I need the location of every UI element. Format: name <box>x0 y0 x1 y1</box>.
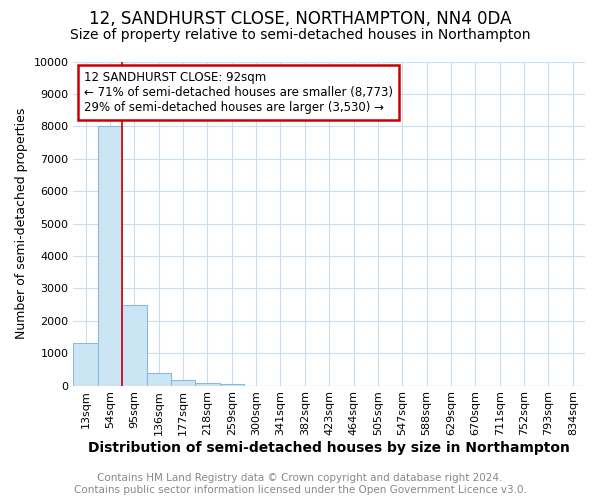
Bar <box>195 383 220 386</box>
Bar <box>73 344 98 386</box>
Y-axis label: Number of semi-detached properties: Number of semi-detached properties <box>15 108 28 339</box>
Text: 12, SANDHURST CLOSE, NORTHAMPTON, NN4 0DA: 12, SANDHURST CLOSE, NORTHAMPTON, NN4 0D… <box>89 10 511 28</box>
X-axis label: Distribution of semi-detached houses by size in Northampton: Distribution of semi-detached houses by … <box>88 441 570 455</box>
Bar <box>98 126 122 386</box>
Text: Size of property relative to semi-detached houses in Northampton: Size of property relative to semi-detach… <box>70 28 530 42</box>
Text: Contains HM Land Registry data © Crown copyright and database right 2024.
Contai: Contains HM Land Registry data © Crown c… <box>74 474 526 495</box>
Bar <box>171 380 195 386</box>
Bar <box>220 384 244 386</box>
Bar <box>122 304 146 386</box>
Bar <box>146 372 171 386</box>
Text: 12 SANDHURST CLOSE: 92sqm
← 71% of semi-detached houses are smaller (8,773)
29% : 12 SANDHURST CLOSE: 92sqm ← 71% of semi-… <box>83 71 392 114</box>
